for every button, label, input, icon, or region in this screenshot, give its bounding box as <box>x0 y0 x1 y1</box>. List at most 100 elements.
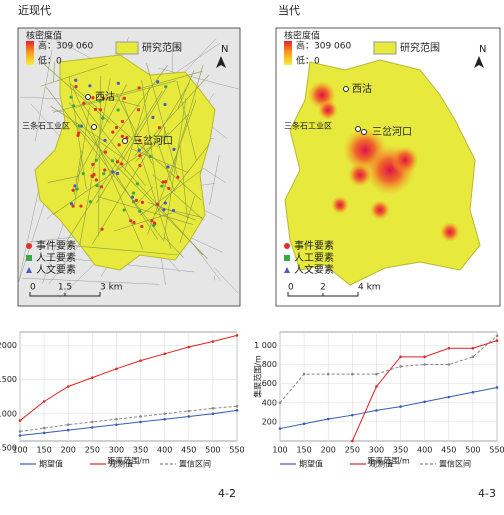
data-point <box>327 373 330 376</box>
feature-point <box>131 196 134 199</box>
feature-point <box>160 185 163 188</box>
place-label: 西沽 <box>352 82 372 95</box>
feature-point <box>156 80 159 83</box>
place-marker <box>92 125 97 130</box>
feature-point <box>72 189 75 192</box>
feature-point <box>70 202 73 205</box>
layer-label: 人文要素 <box>294 263 334 276</box>
feature-point <box>123 97 126 100</box>
y-tick-label: 200 <box>262 417 277 426</box>
feature-point <box>104 151 107 154</box>
hotspot <box>348 163 372 187</box>
layer-symbol <box>284 255 290 261</box>
data-point <box>67 423 70 426</box>
data-point <box>447 396 450 399</box>
data-point <box>279 401 282 404</box>
feature-point <box>95 184 98 187</box>
feature-point <box>101 117 104 120</box>
data-point <box>19 419 22 422</box>
layer-label: 事件要素 <box>294 239 334 252</box>
x-tick-label: 300 <box>369 446 384 455</box>
feature-point <box>121 135 124 138</box>
legend-label: 置信区间 <box>439 459 471 469</box>
x-tick-label: 350 <box>393 446 408 455</box>
legend-low: 低：0 <box>296 55 320 67</box>
x-tick-label: 100 <box>272 446 287 455</box>
feature-point <box>92 173 95 176</box>
feature-point <box>116 172 119 175</box>
feature-point <box>162 208 165 211</box>
data-point <box>212 340 215 343</box>
hotspot <box>370 200 390 220</box>
feature-point <box>76 187 79 190</box>
layer-label: 人工要素 <box>36 251 76 264</box>
feature-point <box>74 79 77 82</box>
place-label: 三条石工业区 <box>22 121 70 131</box>
feature-point <box>138 164 141 167</box>
feature-point <box>176 176 179 179</box>
layer-label: 人文要素 <box>36 263 76 276</box>
y-tick-label: 2000 <box>0 341 17 350</box>
place-label: 西沽 <box>95 90 115 103</box>
data-point <box>399 365 402 368</box>
feature-point <box>132 191 135 194</box>
data-point <box>43 400 46 403</box>
feature-point <box>172 209 175 212</box>
hotspot <box>440 222 460 242</box>
map-title: 近现代 <box>18 4 51 17</box>
feature-point <box>115 126 118 129</box>
data-point <box>43 432 46 435</box>
feature-point <box>99 108 102 111</box>
extent-swatch <box>374 42 396 54</box>
feature-point <box>141 201 144 204</box>
data-point <box>139 415 142 418</box>
layer-label: 人工要素 <box>294 251 334 264</box>
feature-point <box>123 208 126 211</box>
feature-point <box>138 154 141 157</box>
data-point <box>115 367 118 370</box>
feature-point <box>148 155 151 158</box>
north-label: N <box>479 44 486 55</box>
data-point <box>375 373 378 376</box>
layer-symbol <box>284 243 290 249</box>
data-point <box>212 412 215 415</box>
feature-point <box>138 149 141 152</box>
north-label: N <box>221 44 228 55</box>
legend-high: 高：309 060 <box>296 40 351 52</box>
feature-point <box>166 165 169 168</box>
data-point <box>115 418 118 421</box>
feature-point <box>136 182 139 185</box>
data-point <box>212 407 215 410</box>
x-tick-label: 500 <box>205 446 220 455</box>
feature-point <box>132 221 135 224</box>
data-point <box>115 423 118 426</box>
data-point <box>67 429 70 432</box>
x-tick-label: 450 <box>441 446 456 455</box>
data-point <box>423 363 426 366</box>
feature-point <box>164 201 167 204</box>
feature-point <box>69 96 72 99</box>
data-point <box>399 405 402 408</box>
layer-symbol <box>26 243 32 249</box>
data-point <box>496 335 499 338</box>
feature-point <box>158 126 161 129</box>
feature-point <box>167 187 170 190</box>
data-point <box>279 427 282 430</box>
x-tick-label: 200 <box>321 446 336 455</box>
place-marker <box>86 95 91 100</box>
data-point <box>351 440 354 443</box>
feature-point <box>118 143 121 146</box>
x-tick-label: 150 <box>36 446 51 455</box>
data-point <box>351 414 354 417</box>
data-point <box>67 385 70 388</box>
feature-point <box>161 180 164 183</box>
feature-point <box>95 178 98 181</box>
feature-point <box>138 210 141 213</box>
place-label: 三条石工业区 <box>284 121 332 131</box>
scale-label: 2 <box>320 283 326 293</box>
data-point <box>447 363 450 366</box>
feature-point <box>103 168 106 171</box>
